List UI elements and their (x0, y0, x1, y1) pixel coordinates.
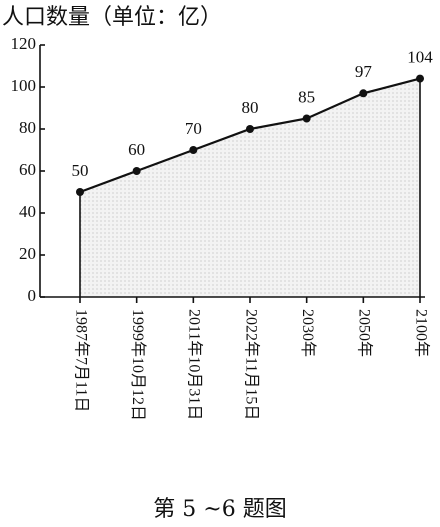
data-label: 104 (407, 48, 433, 67)
caption: 第 5 ~6 题图 (153, 497, 286, 522)
x-tick-label: 1987年7月11日 (72, 309, 90, 412)
point (76, 188, 84, 196)
point (189, 146, 198, 154)
x-tick-label: 2030年 (299, 309, 317, 357)
y-tick-label: 40 (19, 202, 36, 221)
y-tick-label: 100 (11, 76, 37, 95)
point (132, 167, 141, 175)
point (246, 125, 254, 133)
data-label: 97 (355, 62, 373, 81)
y-tick-label: 60 (19, 160, 36, 179)
x-tick-label: 2100年 (412, 309, 430, 357)
y-tick-label: 120 (11, 34, 37, 53)
y-tick-label: 0 (28, 286, 37, 305)
data-label: 60 (128, 140, 145, 159)
chart-title: 人口数量（单位：亿） (2, 5, 222, 30)
data-label: 70 (185, 119, 202, 138)
x-tick-label: 2011年10月31日 (186, 309, 204, 420)
y-tick-label: 20 (19, 244, 36, 263)
data-label: 50 (72, 161, 89, 180)
x-tick-label: 1999年10月12日 (129, 309, 147, 421)
x-tick-label: 2022年11月15日 (242, 309, 260, 420)
data-label: 85 (298, 87, 315, 106)
point (302, 114, 311, 123)
point (416, 74, 424, 83)
area (80, 78, 420, 297)
y-tick-label: 80 (19, 118, 36, 137)
point (359, 89, 368, 98)
x-tick-label: 2050年 (356, 309, 374, 357)
data-label: 80 (242, 98, 259, 117)
